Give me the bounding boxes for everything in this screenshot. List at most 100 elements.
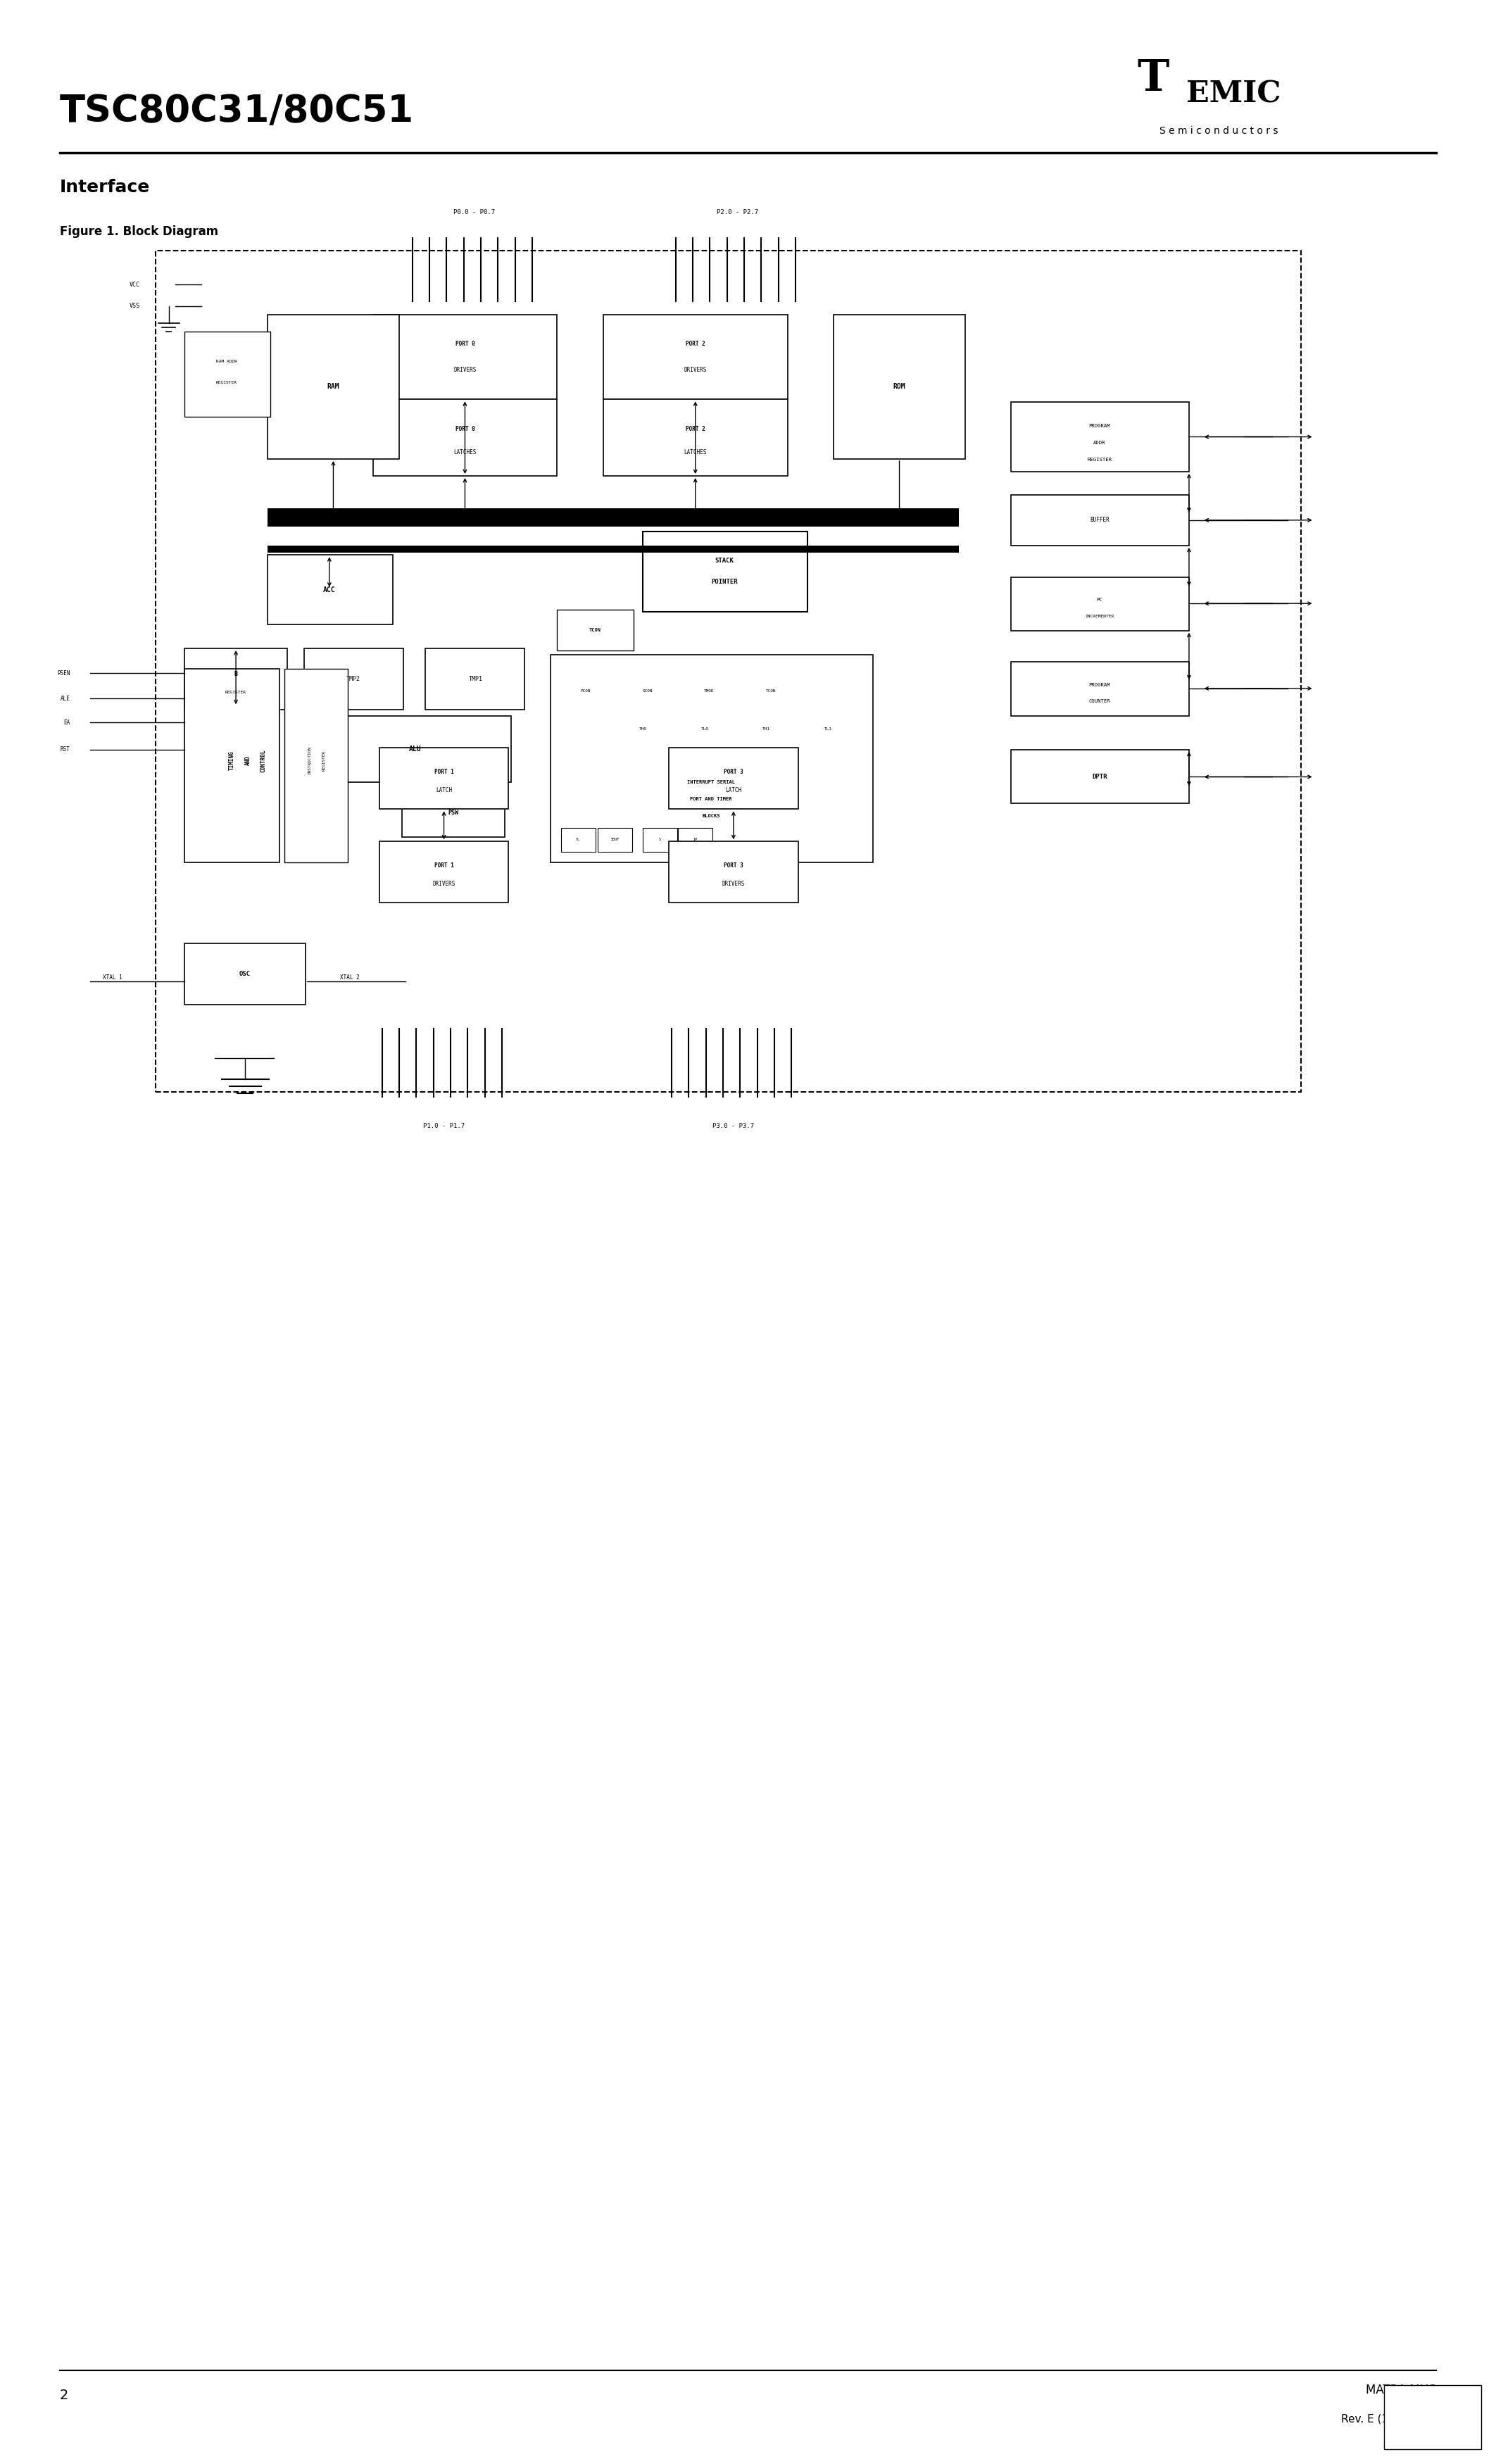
Bar (1011, 577, 1189, 631)
Text: SCON: SCON (642, 690, 652, 692)
Text: VCC: VCC (129, 281, 139, 288)
Text: TMOD: TMOD (705, 690, 714, 692)
Text: PROGRAM: PROGRAM (1089, 683, 1110, 687)
Bar (373, 315, 557, 399)
Bar (380, 843, 509, 902)
Text: TCON: TCON (766, 690, 776, 692)
Text: EMIC: EMIC (1186, 79, 1281, 108)
Text: BLOCKS: BLOCKS (702, 813, 720, 818)
Text: TL: TL (576, 838, 580, 843)
Text: ALU: ALU (408, 744, 422, 752)
Text: RAM: RAM (328, 382, 340, 389)
Text: ADDR: ADDR (1094, 441, 1106, 446)
Text: ROM: ROM (893, 382, 905, 389)
Text: TCON: TCON (589, 628, 601, 631)
Text: TMP2: TMP2 (346, 675, 361, 683)
Text: TH1: TH1 (763, 727, 770, 732)
Text: LATCH: LATCH (435, 788, 452, 793)
Text: TMP1: TMP1 (468, 675, 483, 683)
Text: IP: IP (693, 838, 697, 843)
Bar (380, 749, 509, 808)
Text: XTAL 1: XTAL 1 (103, 973, 123, 981)
Text: REGISTER: REGISTER (1088, 458, 1112, 461)
Bar (1011, 495, 1189, 545)
Text: T: T (1137, 57, 1168, 101)
Text: CONTROL: CONTROL (260, 749, 266, 771)
Text: AND: AND (244, 756, 251, 766)
Text: S: S (658, 838, 661, 843)
Text: POINTER: POINTER (711, 579, 738, 586)
Text: Rev. E (14 Jan.97): Rev. E (14 Jan.97) (1340, 2415, 1436, 2425)
Bar (425, 648, 524, 710)
Bar (184, 333, 271, 416)
Text: STACK: STACK (715, 557, 733, 564)
Text: RAM ADDR: RAM ADDR (215, 360, 238, 362)
Bar (742, 715, 791, 744)
Bar (184, 944, 305, 1005)
Bar (598, 828, 633, 853)
Text: VSS: VSS (129, 303, 139, 308)
Bar (1011, 749, 1189, 803)
Bar (561, 828, 595, 853)
Bar (268, 508, 959, 527)
Text: BUFFER: BUFFER (1089, 517, 1109, 522)
Bar (619, 673, 676, 710)
Bar (643, 828, 676, 853)
Text: EA: EA (63, 719, 70, 724)
Bar (1011, 402, 1189, 471)
Text: LATCH: LATCH (726, 788, 742, 793)
Text: REGISTER: REGISTER (226, 690, 247, 695)
Bar (268, 315, 399, 458)
Text: DRIVERS: DRIVERS (432, 880, 455, 887)
Text: PORT 3: PORT 3 (724, 862, 744, 867)
Bar (805, 715, 853, 744)
Bar (557, 609, 633, 650)
Bar (156, 251, 1302, 1092)
Text: REGISTER: REGISTER (322, 752, 326, 771)
Bar (603, 399, 787, 476)
Text: PSEN: PSEN (57, 670, 70, 675)
Bar (681, 715, 729, 744)
Bar (373, 399, 557, 476)
Text: INSTRUCTION: INSTRUCTION (308, 747, 311, 774)
Text: P3.0 - P3.7: P3.0 - P3.7 (712, 1124, 754, 1129)
Bar (320, 715, 512, 781)
Text: P1.0 - P1.7: P1.0 - P1.7 (423, 1124, 465, 1129)
Bar (304, 648, 402, 710)
Text: PORT 1: PORT 1 (434, 862, 453, 867)
Text: RST: RST (60, 747, 70, 754)
Bar (619, 715, 667, 744)
Text: PORT AND TIMER: PORT AND TIMER (690, 796, 732, 801)
Text: REGISTER: REGISTER (215, 379, 238, 384)
Bar (184, 668, 280, 862)
Text: P2.0 - P2.7: P2.0 - P2.7 (717, 209, 758, 214)
Text: DRIVERS: DRIVERS (453, 367, 476, 372)
Text: DRIVERS: DRIVERS (723, 880, 745, 887)
Text: INCREMENTER: INCREMENTER (1085, 614, 1115, 618)
Bar (284, 668, 347, 862)
Text: PC: PC (1097, 599, 1103, 601)
Text: 2: 2 (60, 2388, 69, 2402)
Text: DPTR: DPTR (1092, 774, 1107, 781)
Text: TSC80C31/80C51: TSC80C31/80C51 (60, 94, 414, 128)
Text: ACC: ACC (323, 586, 335, 594)
Bar (742, 673, 799, 710)
Text: Figure 1. Block Diagram: Figure 1. Block Diagram (60, 224, 218, 239)
Text: PORT 0: PORT 0 (455, 426, 474, 431)
Text: S e m i c o n d u c t o r s: S e m i c o n d u c t o r s (1159, 126, 1278, 136)
Text: PORT 2: PORT 2 (685, 340, 705, 347)
Text: PORT 3: PORT 3 (724, 769, 744, 774)
Bar (643, 532, 808, 611)
Text: COUNTER: COUNTER (1089, 700, 1110, 702)
Text: SBUF: SBUF (610, 838, 619, 843)
Text: ALE: ALE (60, 695, 70, 702)
Text: P0.0 - P0.7: P0.0 - P0.7 (453, 209, 495, 214)
Bar (1384, 2385, 1481, 2449)
Text: PORT 0: PORT 0 (455, 340, 474, 347)
Bar (678, 828, 712, 853)
Bar (184, 648, 287, 710)
Text: XTAL 2: XTAL 2 (340, 973, 359, 981)
Text: PORT 1: PORT 1 (434, 769, 453, 774)
Text: LATCHES: LATCHES (684, 448, 706, 456)
Text: TL0: TL0 (700, 727, 709, 732)
